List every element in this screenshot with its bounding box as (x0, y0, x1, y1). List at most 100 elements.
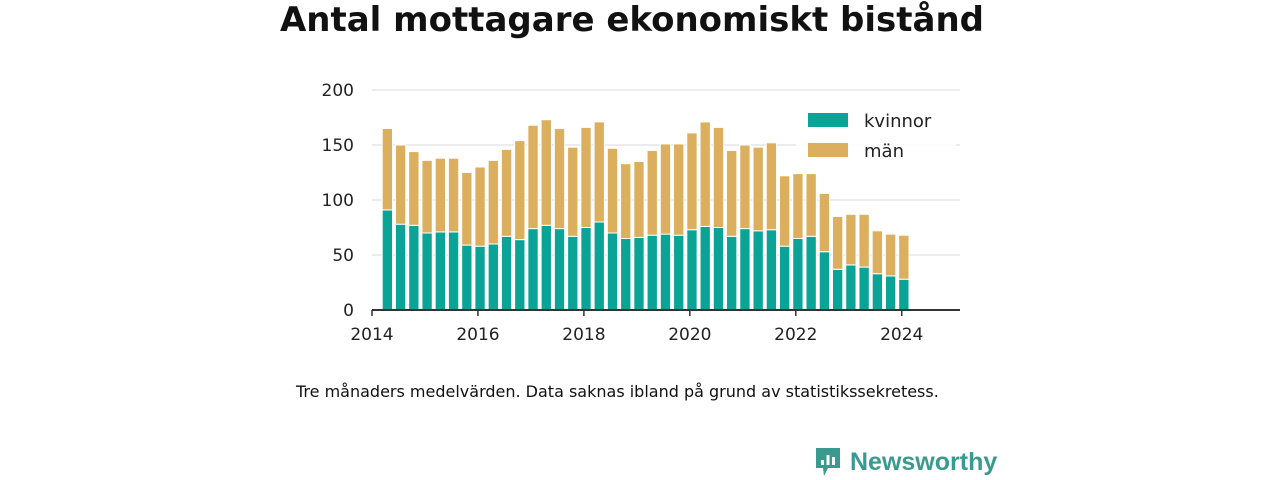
bar-kvinnor (778, 245, 791, 311)
bar-man (461, 172, 473, 246)
brand-logo[interactable]: Newsworthy (814, 446, 997, 478)
x-tick-label: 2022 (774, 325, 817, 345)
bar-kvinnor (871, 273, 884, 311)
x-tick-labels: 2014 2016 2018 2020 2022 2024 (350, 310, 923, 345)
bar-kvinnor (487, 243, 499, 311)
bar-man (540, 119, 552, 226)
bar-man (500, 148, 513, 237)
bar-kvinnor (553, 228, 566, 311)
bar-man (752, 146, 764, 232)
bar-kvinnor (421, 232, 433, 311)
bar-man (567, 146, 579, 237)
bar-kvinnor (381, 209, 394, 311)
newsworthy-logo-icon (816, 448, 840, 476)
x-tick-label: 2016 (456, 325, 499, 345)
bar-man (421, 159, 433, 234)
footnote: Tre månaders medelvärden. Data saknas ib… (296, 382, 939, 401)
y-tick-label: 50 (332, 246, 354, 266)
bar-man (553, 128, 566, 230)
bar-kvinnor (646, 234, 658, 311)
bar-man (805, 173, 817, 237)
bar-kvinnor (394, 223, 407, 311)
x-tick-label: 2020 (668, 325, 711, 345)
bars (381, 119, 910, 311)
legend-label-kvinnor: kvinnor (864, 111, 932, 132)
bar-kvinnor (580, 227, 592, 311)
bar-man (447, 157, 460, 233)
bar-man (434, 157, 446, 233)
bar-kvinnor (434, 231, 446, 311)
bar-man (580, 126, 592, 228)
bar-kvinnor (659, 233, 672, 311)
bar-man (606, 147, 619, 234)
y-tick-label: 0 (343, 301, 354, 321)
bar-kvinnor (712, 227, 725, 311)
x-tick-label: 2014 (350, 325, 393, 345)
bar-kvinnor (752, 230, 764, 311)
bar-man (487, 159, 499, 245)
bar-man (699, 121, 711, 227)
bar-man (673, 143, 685, 236)
bar-kvinnor (474, 245, 486, 311)
bar-man (778, 175, 791, 247)
bar-kvinnor (567, 235, 579, 311)
bar-man (712, 126, 725, 228)
bar-kvinnor (673, 234, 685, 311)
bar-man (792, 173, 804, 240)
legend-swatch-kvinnor (808, 113, 848, 127)
bar-kvinnor (514, 239, 526, 311)
legend-label-man: män (864, 141, 904, 162)
bar-man (593, 121, 605, 223)
bar-man (871, 230, 884, 275)
bar-man (884, 233, 897, 277)
bar-kvinnor (831, 268, 844, 311)
bar-kvinnor (726, 235, 738, 311)
bar-kvinnor (845, 264, 857, 311)
bar-man (394, 144, 407, 225)
y-tick-label: 150 (322, 136, 354, 156)
bar-kvinnor (805, 235, 817, 311)
bar-kvinnor (739, 228, 751, 311)
bar-kvinnor (447, 231, 460, 311)
bar-kvinnor (858, 266, 870, 311)
bar-man (845, 213, 857, 266)
legend: kvinnor män (796, 100, 956, 172)
bar-kvinnor (500, 235, 513, 311)
bar-kvinnor (818, 251, 831, 311)
bar-man (858, 213, 870, 268)
bar-kvinnor (792, 238, 804, 311)
brand-name: Newsworthy (850, 447, 998, 476)
bar-man (765, 142, 778, 231)
bar-man (818, 192, 831, 253)
bar-kvinnor (408, 224, 420, 311)
bar-man (739, 144, 751, 230)
bar-kvinnor (898, 278, 910, 311)
bar-kvinnor (633, 236, 645, 311)
bar-kvinnor (540, 224, 552, 311)
bar-kvinnor (461, 244, 473, 311)
bar-man (633, 161, 645, 238)
bar-kvinnor (765, 229, 778, 311)
bar-man (659, 143, 672, 235)
bar-man (474, 166, 486, 247)
bar-kvinnor (686, 229, 698, 311)
bar-man (514, 140, 526, 241)
bar-man (726, 150, 738, 237)
bar-man (381, 128, 394, 211)
chart-title: Antal mottagare ekonomiskt bistånd (279, 0, 985, 40)
bar-kvinnor (527, 228, 539, 311)
y-tick-label: 200 (322, 81, 354, 101)
y-tick-labels: 0 50 100 150 200 (322, 81, 354, 321)
bar-kvinnor (593, 221, 605, 311)
bar-kvinnor (699, 225, 711, 311)
x-tick-label: 2018 (562, 325, 605, 345)
y-tick-label: 100 (322, 191, 354, 211)
bar-kvinnor (620, 238, 632, 311)
bar-kvinnor (884, 275, 897, 311)
bar-kvinnor (606, 232, 619, 311)
x-tick-label: 2024 (880, 325, 923, 345)
bar-man (831, 216, 844, 270)
legend-swatch-man (808, 143, 848, 157)
legend-background (796, 100, 956, 172)
